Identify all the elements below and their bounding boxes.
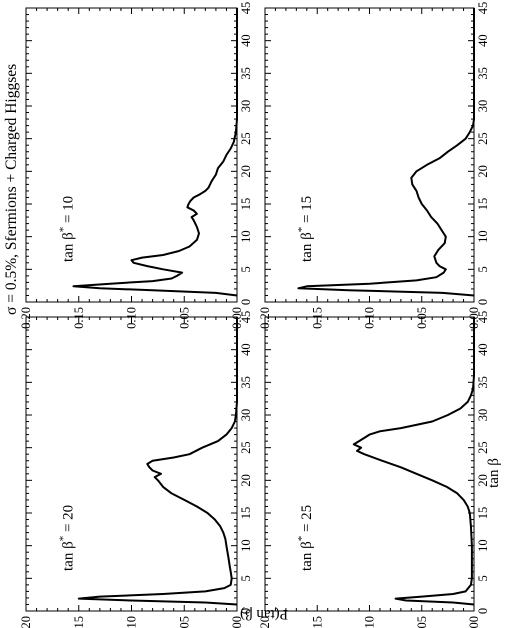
y-tick-label: 0.00	[230, 616, 244, 628]
x-tick-label: 45	[476, 2, 490, 15]
annotation-text: tan β	[299, 541, 315, 571]
x-tick-label: 10	[476, 539, 490, 552]
panel-0: 0.000.050.100.150.20051015202530354045ta…	[19, 2, 253, 329]
x-tick-label: 45	[476, 311, 490, 324]
plot-frame	[264, 316, 475, 612]
x-tick-label: 0	[476, 608, 490, 614]
distribution-curve	[72, 8, 238, 297]
x-tick-label: 5	[239, 266, 253, 272]
panels: 0.00 0.05 0.10 0.15 0.20 0 5 10 15 20 25 30 35 40 45 ta…	[19, 2, 490, 628]
annotation-value: = 25	[299, 505, 315, 536]
y-axis-label: P(tan β)	[240, 606, 288, 622]
plot-frame	[25, 7, 238, 303]
x-tick-label: 30	[239, 409, 253, 422]
x-tick-label: 40	[239, 343, 253, 356]
x-tick-label: 0	[239, 299, 253, 305]
x-tick-label: 30	[476, 409, 490, 422]
x-tick-label: 40	[239, 34, 253, 47]
panel-annotation: tan β* = 20	[57, 505, 76, 571]
x-tick-label: 30	[476, 100, 490, 113]
y-tick-label: 0.20	[258, 616, 272, 628]
x-tick-label: 5	[476, 575, 490, 581]
annotation-text: tan β	[299, 232, 315, 262]
x-tick-label: 25	[476, 132, 490, 145]
y-tick-label: 0.20	[19, 616, 33, 628]
annotation-superscript: *	[296, 227, 308, 233]
x-tick-label: 25	[476, 441, 490, 454]
y-tick-label: 0.15	[310, 616, 324, 628]
annotation-value: = 10	[60, 196, 76, 227]
panel-2: 0.00 0.05 0.10 0.15 0.20 0 5 10 15 20 25 30 35 40 45 ta…	[19, 311, 253, 628]
x-tick-label: 15	[476, 507, 490, 520]
x-tick-label: 5	[476, 266, 490, 272]
x-tick-label: 30	[239, 100, 253, 113]
x-tick-label: 35	[476, 376, 490, 389]
x-tick-label: 25	[239, 132, 253, 145]
x-tick-label: 15	[239, 198, 253, 211]
x-tick-label: 15	[239, 507, 253, 520]
x-tick-label: 10	[239, 230, 253, 243]
x-tick-label: 35	[239, 67, 253, 80]
annotation-value: = 20	[60, 505, 76, 536]
x-tick-label: 10	[239, 539, 253, 552]
y-tick-label: 0.15	[72, 616, 86, 628]
x-tick-label: 20	[239, 474, 253, 487]
x-tick-label: 20	[239, 165, 253, 178]
y-tick-label: 0.10	[125, 616, 139, 628]
annotation-text: tan β	[60, 232, 76, 262]
x-tick-label: 15	[476, 198, 490, 211]
annotation-text: tan β	[60, 541, 76, 571]
distribution-curve	[77, 317, 238, 606]
x-tick-label: 40	[476, 34, 490, 47]
x-tick-label: 45	[239, 311, 253, 324]
x-tick-label: 40	[476, 343, 490, 356]
x-tick-label: 25	[239, 441, 253, 454]
distribution-curve	[297, 8, 475, 297]
annotation-superscript: *	[57, 536, 69, 542]
panel-annotation: tan β* = 25	[296, 505, 315, 571]
x-tick-label: 45	[239, 2, 253, 15]
panel-annotation: tan β* = 15	[296, 196, 315, 262]
x-axis-label: tan β	[486, 458, 502, 488]
x-tick-label: 20	[476, 474, 490, 487]
y-tick-label: 0.10	[363, 616, 377, 628]
x-tick-label: 20	[476, 165, 490, 178]
x-tick-label: 0	[476, 299, 490, 305]
panel-1: 0.000.050.100.150.20051015202530354045ta…	[258, 2, 490, 329]
x-tick-label: 5	[239, 575, 253, 581]
distribution-curve	[352, 317, 475, 606]
y-tick-label: 0.05	[415, 616, 429, 628]
x-tick-label: 0	[239, 608, 253, 614]
y-tick-label: 0.00	[467, 616, 481, 628]
plot-frame	[25, 316, 238, 612]
x-tick-label: 35	[239, 376, 253, 389]
figure-title: σ = 0.5%, Sfermions + Charged Higgses	[3, 64, 20, 315]
annotation-superscript: *	[296, 536, 308, 542]
annotation-superscript: *	[57, 227, 69, 233]
x-tick-label: 10	[476, 230, 490, 243]
y-tick-label: 0.05	[177, 616, 191, 628]
panel-annotation: tan β* = 10	[57, 196, 76, 262]
annotation-value: = 15	[299, 196, 315, 227]
panel-3: 0.00 0.05 0.10 0.15 0.20 0 5 10 15 20 25 30 35 40 45 ta…	[258, 311, 490, 628]
x-tick-label: 35	[476, 67, 490, 80]
